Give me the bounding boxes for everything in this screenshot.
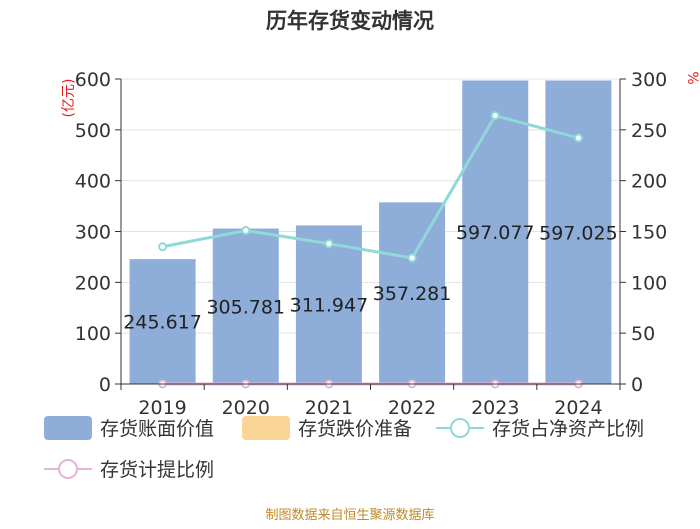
bar-data-label: 245.617 — [123, 312, 202, 334]
y-left-tick-label: 100 — [75, 323, 111, 345]
y-left-tick-label: 400 — [75, 171, 111, 193]
bar-data-label: 597.077 — [456, 222, 535, 244]
x-tick-label: 2019 — [138, 397, 186, 419]
y-left-tick-label: 300 — [75, 222, 111, 244]
bar-data-label: 305.781 — [206, 296, 285, 318]
bars — [129, 80, 612, 385]
y-axis-left-label: (亿元) — [61, 79, 77, 118]
line-point — [158, 242, 168, 252]
x-tick-label: 2023 — [471, 397, 519, 419]
bar-data-label: 311.947 — [290, 295, 369, 317]
line-point — [490, 111, 500, 121]
legend-marker — [58, 459, 78, 479]
line-point — [241, 225, 251, 235]
y-right-tick-label: 300 — [631, 69, 667, 91]
line-point — [573, 133, 583, 143]
y-right-tick-label: 50 — [631, 323, 655, 345]
bar — [379, 202, 446, 384]
legend-swatch — [242, 416, 290, 440]
line-point — [324, 239, 334, 249]
legend-item: 存货跌价准备 — [242, 416, 412, 440]
legend-swatch — [44, 416, 92, 440]
y-right-tick-label: 100 — [631, 272, 667, 294]
legend-item: 存货计提比例 — [44, 459, 214, 481]
y-left-tick-label: 0 — [99, 374, 111, 396]
line-inventory-ratio — [162, 113, 579, 260]
bar — [462, 80, 529, 385]
bar — [212, 228, 279, 384]
y-left-tick-label: 200 — [75, 272, 111, 294]
legend-label: 存货跌价准备 — [298, 418, 412, 440]
x-tick-label: 2021 — [305, 397, 353, 419]
legend-item: 存货占净资产比例 — [436, 418, 644, 440]
source-note: 制图数据来自恒生聚源数据库 — [265, 507, 434, 523]
bar-data-label: 357.281 — [373, 283, 452, 305]
y-axis-right-label: % — [684, 71, 700, 84]
x-tick-label: 2024 — [554, 397, 602, 419]
bar — [295, 225, 362, 384]
legend-label: 存货计提比例 — [100, 459, 214, 481]
y-left-tick-label: 500 — [75, 120, 111, 142]
y-left-tick-label: 600 — [75, 69, 111, 91]
bar — [129, 259, 196, 384]
axes: 0 100 200 300 400 500 600 0 50 100 150 200 250 300 201… — [75, 69, 668, 419]
bar-data-label: 597.025 — [539, 222, 618, 244]
legend-label: 存货占净资产比例 — [492, 418, 644, 440]
x-tick-label: 2022 — [388, 397, 436, 419]
legend-label: 存货账面价值 — [100, 418, 214, 440]
y-right-tick-label: 200 — [631, 171, 667, 193]
legend-item: 存货账面价值 — [44, 416, 214, 440]
x-tick-label: 2020 — [222, 397, 270, 419]
line-point — [407, 253, 417, 263]
y-right-tick-label: 0 — [631, 374, 643, 396]
y-right-tick-label: 250 — [631, 120, 667, 142]
legend-marker — [450, 418, 470, 438]
y-right-tick-label: 150 — [631, 222, 667, 244]
chart-title: 历年存货变动情况 — [266, 9, 434, 33]
